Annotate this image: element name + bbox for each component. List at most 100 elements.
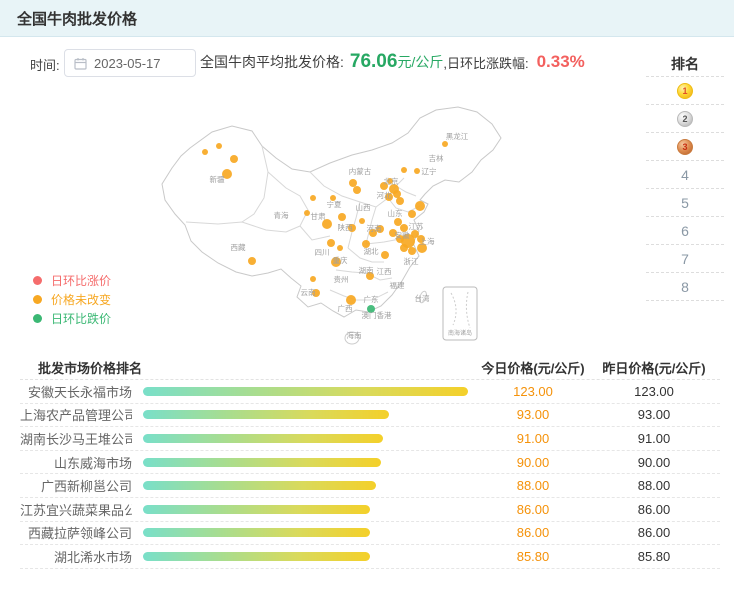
market-dot[interactable] (312, 289, 320, 297)
market-dots (202, 141, 448, 313)
rank-number: 6 (681, 222, 689, 239)
yesterday-price: 123.00 (634, 383, 674, 399)
market-dot[interactable] (338, 213, 346, 221)
province-label: 台湾 (415, 293, 430, 303)
market-dot[interactable] (401, 167, 407, 173)
province-label: 重庆 (333, 255, 348, 265)
market-dot[interactable] (408, 247, 416, 255)
col-header-market: 批发市场价格排名 (38, 360, 143, 376)
market-name: 湖南长沙马王堆公司 (20, 431, 132, 447)
market-dot[interactable] (381, 251, 389, 259)
market-dot[interactable] (330, 195, 336, 201)
date-value: 2023-05-17 (94, 55, 161, 71)
market-dot[interactable] (304, 210, 310, 216)
market-dot[interactable] (394, 218, 402, 226)
market-dot[interactable] (348, 224, 356, 232)
market-dot[interactable] (442, 141, 448, 147)
price-bar-cell (132, 410, 478, 420)
market-dot[interactable] (380, 182, 388, 190)
date-picker[interactable]: 2023-05-17 (64, 49, 196, 77)
map-legend: 日环比涨价 价格未改变 日环比跌价 (33, 271, 111, 328)
province-label: 海南 (347, 330, 362, 340)
province-label: 新疆 (210, 174, 225, 184)
yesterday-price: 85.80 (637, 548, 671, 564)
market-name: 上海农产品管理公司 (20, 408, 132, 424)
market-dot[interactable] (376, 225, 384, 233)
price-bar-cell (132, 433, 478, 443)
market-dot[interactable] (385, 193, 393, 201)
market-dot[interactable] (322, 219, 332, 229)
price-bar (143, 457, 381, 467)
market-dot[interactable] (387, 178, 393, 184)
province-label: 福建 (390, 280, 405, 290)
market-dot[interactable] (366, 272, 374, 280)
rank-cell-2: 2 (646, 105, 724, 133)
market-dot[interactable] (359, 218, 365, 224)
province-label: 云南 (301, 287, 316, 297)
market-dot[interactable] (393, 190, 401, 198)
market-dot[interactable] (396, 197, 404, 205)
market-dot[interactable] (389, 229, 397, 237)
col-header-yesterday: 昨日价格(元/公斤) (602, 360, 706, 376)
market-dot[interactable] (216, 143, 222, 149)
province-label: 青海 (274, 210, 289, 220)
market-dot[interactable] (353, 186, 361, 194)
rank-cell-4: 4 (646, 161, 724, 189)
market-dot[interactable] (230, 155, 238, 163)
market-dot[interactable] (310, 276, 316, 282)
market-dot[interactable] (401, 234, 415, 248)
market-dot[interactable] (389, 184, 399, 194)
price-bar-cell (132, 481, 478, 491)
table-row: 上海农产品管理公司 93.00 93.00 (20, 404, 720, 428)
avg-price-unit: 元/公斤 (397, 54, 444, 70)
market-dot[interactable] (400, 224, 408, 232)
market-dot[interactable] (327, 239, 335, 247)
province-label: 四川 (315, 248, 330, 257)
market-dot[interactable] (222, 169, 232, 179)
market-dot[interactable] (415, 201, 425, 211)
province-label: 江西 (377, 267, 392, 276)
market-dot[interactable] (337, 245, 343, 251)
market-dot[interactable] (349, 179, 357, 187)
rank-cell-3: 3 (646, 133, 724, 161)
legend-dot-icon (33, 295, 42, 304)
province-label: 内蒙古 (349, 166, 372, 176)
table-row: 江苏宜兴蔬菜果品公司 86.00 86.00 (20, 498, 720, 522)
today-price: 88.00 (516, 478, 550, 494)
table-row: 湖北浠水市场 85.80 85.80 (20, 545, 720, 569)
market-name: 山东威海市场 (53, 455, 132, 471)
change-label: ,日环比涨跌幅: (443, 55, 529, 71)
market-dot[interactable] (202, 149, 208, 155)
market-dot[interactable] (396, 235, 404, 243)
market-dot[interactable] (310, 195, 316, 201)
market-dot[interactable] (346, 295, 356, 305)
south-china-sea-inset (442, 286, 478, 341)
legend-dot-icon (33, 314, 42, 323)
market-dot[interactable] (248, 257, 256, 265)
ranking-list: 1 2 3 4 5 6 7 8 (646, 77, 724, 301)
market-name: 广西新柳邕公司 (40, 479, 132, 495)
silver-medal-icon: 2 (677, 110, 693, 127)
market-dot[interactable] (331, 257, 341, 267)
table-body: 安徽天长永福市场 123.00 123.00 上海农产品管理公司 93.00 93.00 湖… (20, 380, 720, 569)
market-dot[interactable] (411, 230, 419, 238)
market-name: 江苏宜兴蔬菜果品公司 (20, 502, 132, 518)
avg-price-label: 全国牛肉平均批发价格: (200, 54, 344, 70)
market-dot[interactable] (414, 168, 420, 174)
price-bar-cell (132, 386, 478, 396)
yesterday-price: 88.00 (637, 478, 671, 494)
market-dot[interactable] (367, 305, 375, 313)
province-label: 贵州 (334, 274, 349, 284)
province-label: 宁夏 (327, 199, 342, 209)
market-dot[interactable] (362, 240, 370, 248)
market-dot[interactable] (400, 244, 408, 252)
market-dot[interactable] (417, 243, 427, 253)
price-bar (143, 528, 370, 538)
market-dot[interactable] (417, 235, 425, 243)
legend-label: 价格未改变 (51, 293, 112, 307)
market-dot[interactable] (408, 210, 416, 218)
ranking-title: 排名 (646, 52, 724, 77)
today-price: 123.00 (513, 383, 553, 399)
market-dot[interactable] (369, 229, 377, 237)
